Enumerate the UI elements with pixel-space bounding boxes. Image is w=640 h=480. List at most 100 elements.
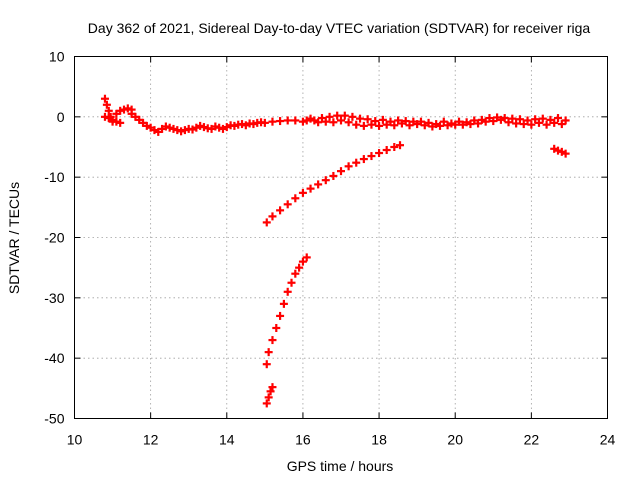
data-point [348, 112, 357, 121]
data-point [396, 141, 405, 150]
data-point [371, 117, 380, 126]
data-point [264, 393, 273, 402]
data-point [116, 118, 125, 127]
data-point [112, 117, 121, 126]
data-point [375, 149, 384, 158]
data-point [199, 123, 208, 132]
data-point [534, 118, 543, 127]
x-tick-label: 18 [371, 432, 387, 448]
data-point [102, 100, 111, 109]
data-point [356, 114, 365, 123]
x-tick-label: 10 [67, 432, 83, 448]
data-point [447, 119, 456, 128]
data-point [283, 287, 292, 296]
data-point [116, 106, 125, 115]
y-tick-label: 0 [57, 109, 65, 125]
data-point [119, 105, 128, 114]
data-point [161, 122, 170, 131]
data-point [527, 120, 536, 129]
data-point [283, 116, 292, 125]
data-point [291, 194, 300, 203]
data-point [401, 117, 410, 126]
data-point [352, 158, 361, 167]
chart-title: Day 362 of 2021, Sidereal Day-to-day VTE… [88, 20, 591, 36]
data-point [314, 118, 323, 127]
data-point [508, 114, 517, 123]
data-point [298, 257, 307, 266]
data-point [291, 116, 300, 125]
data-point [344, 162, 353, 171]
gridlines [74, 56, 608, 419]
data-point [538, 114, 547, 123]
data-points [100, 94, 570, 408]
data-point [367, 152, 376, 161]
data-point [314, 180, 323, 189]
data-point [359, 155, 368, 164]
y-tick-label: 10 [49, 49, 65, 65]
data-point [173, 126, 182, 135]
x-tick-label: 24 [600, 432, 616, 448]
data-point [375, 121, 384, 130]
y-axis: 10 0 -10 -20 -30 -40 -50 [44, 49, 608, 427]
data-point [262, 399, 271, 408]
data-point [276, 117, 285, 126]
data-point [262, 218, 271, 227]
y-tick-label: -10 [44, 169, 64, 185]
x-tick-label: 20 [447, 432, 463, 448]
data-point [359, 121, 368, 130]
data-point [390, 143, 399, 151]
data-point [215, 123, 224, 132]
y-tick-label: -50 [44, 411, 64, 427]
data-point [262, 360, 271, 369]
data-point [512, 119, 521, 128]
y-tick-label: -40 [44, 350, 64, 366]
data-point [100, 112, 109, 121]
data-point [515, 115, 524, 124]
data-point [287, 278, 296, 287]
data-point [554, 114, 563, 123]
data-point [276, 311, 285, 320]
data-point [272, 324, 281, 332]
x-tick-label: 14 [219, 432, 235, 448]
x-axis: 10 12 14 16 18 20 22 24 [67, 56, 616, 448]
data-point [333, 111, 342, 120]
data-point [561, 116, 570, 125]
x-axis-label: GPS time / hours [287, 458, 394, 474]
x-tick-label: 12 [143, 432, 159, 448]
data-point [283, 200, 292, 209]
data-point [302, 253, 311, 262]
data-point [264, 348, 273, 357]
data-point [298, 188, 307, 197]
data-point [169, 124, 178, 133]
data-point [177, 127, 186, 136]
data-point [180, 126, 189, 135]
data-point [100, 94, 109, 103]
data-point [306, 184, 315, 193]
data-point [382, 146, 391, 155]
data-point [378, 115, 387, 124]
x-tick-label: 16 [295, 432, 311, 448]
data-point [279, 299, 288, 308]
data-point [550, 118, 559, 127]
x-tick-label: 22 [524, 432, 540, 448]
y-tick-label: -30 [44, 290, 64, 306]
data-point [321, 176, 330, 185]
data-point [363, 115, 372, 124]
data-point [249, 120, 258, 129]
data-point [276, 206, 285, 215]
data-point [268, 336, 277, 345]
data-point [268, 212, 277, 221]
data-point [165, 123, 174, 132]
data-point [260, 118, 269, 127]
data-point [325, 112, 334, 121]
data-point [337, 167, 345, 176]
data-point [123, 104, 132, 113]
data-point [435, 121, 444, 130]
data-point [340, 111, 349, 120]
data-point [329, 171, 338, 180]
data-point [266, 387, 275, 396]
y-axis-label: SDTVAR / TECUs [6, 182, 22, 294]
data-point [344, 118, 353, 127]
y-tick-label: -20 [44, 230, 64, 246]
